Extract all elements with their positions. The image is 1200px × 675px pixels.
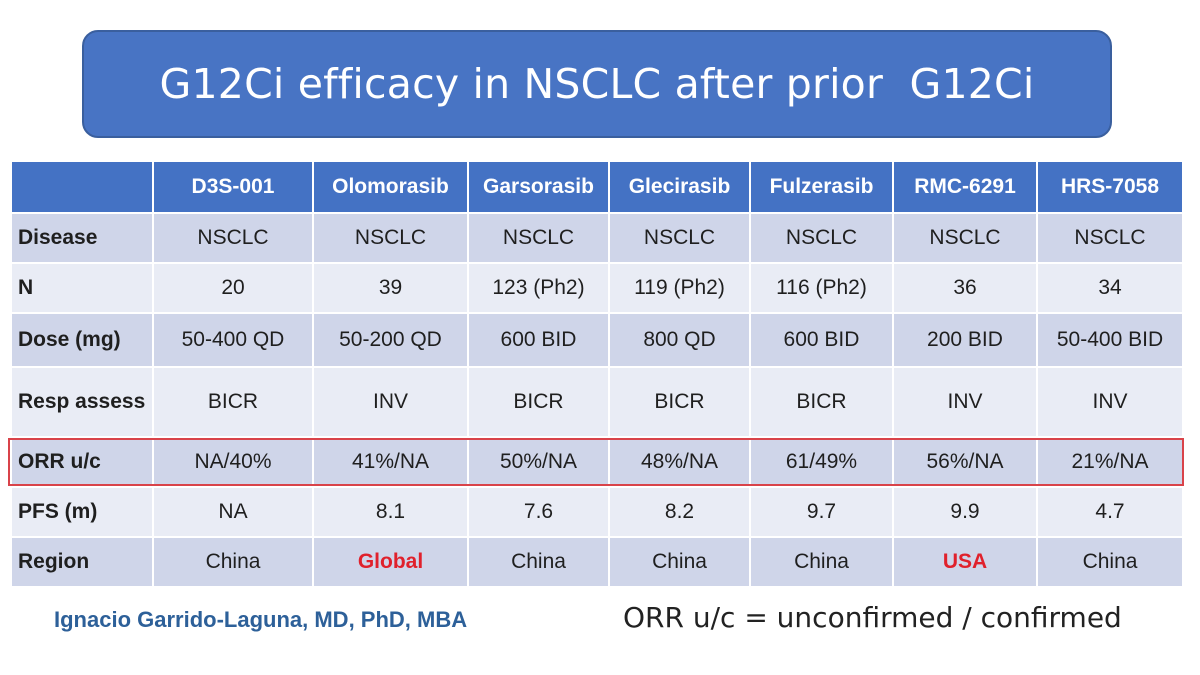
- title-banner: G12Ci efficacy in NSCLC after prior G12C…: [82, 30, 1112, 138]
- table-cell: NSCLC: [892, 212, 1038, 264]
- row-label: PFS (m): [10, 486, 154, 538]
- table-cell: 8.2: [608, 486, 751, 538]
- table-cell-emphasis: USA: [892, 536, 1038, 588]
- table-cell: BICR: [152, 366, 314, 438]
- table-cell: BICR: [467, 366, 610, 438]
- table-cell: 50-200 QD: [312, 312, 469, 368]
- row-label: Resp assess: [10, 366, 154, 438]
- table-cell: 21%/NA: [1036, 436, 1184, 488]
- efficacy-table: D3S-001 Olomorasib Garsorasib Glecirasib…: [10, 160, 1184, 588]
- table-cell: 20: [152, 262, 314, 314]
- table-cell: NSCLC: [467, 212, 610, 264]
- table-cell: 50%/NA: [467, 436, 610, 488]
- efficacy-table-container: D3S-001 Olomorasib Garsorasib Glecirasib…: [10, 160, 1184, 588]
- table-cell: 36: [892, 262, 1038, 314]
- row-label: Region: [10, 536, 154, 588]
- author-credit: Ignacio Garrido-Laguna, MD, PhD, MBA: [54, 607, 468, 632]
- slide-title: G12Ci efficacy in NSCLC after prior G12C…: [159, 60, 1035, 108]
- table-cell: INV: [892, 366, 1038, 438]
- table-cell-emphasis: Global: [312, 536, 469, 588]
- table-cell: 61/49%: [749, 436, 894, 488]
- column-header: D3S-001: [152, 160, 314, 214]
- table-cell: 8.1: [312, 486, 469, 538]
- table-cell: NSCLC: [1036, 212, 1184, 264]
- table-cell: 600 BID: [749, 312, 894, 368]
- table-cell: China: [1036, 536, 1184, 588]
- table-cell: 123 (Ph2): [467, 262, 610, 314]
- column-header: RMC-6291: [892, 160, 1038, 214]
- table-cell: INV: [312, 366, 469, 438]
- table-row-resp-assess: Resp assess BICR INV BICR BICR BICR INV …: [10, 366, 1184, 438]
- table-cell: NSCLC: [749, 212, 894, 264]
- table-cell: INV: [1036, 366, 1184, 438]
- table-cell: China: [749, 536, 894, 588]
- table-row-n: N 20 39 123 (Ph2) 119 (Ph2) 116 (Ph2) 36…: [10, 262, 1184, 314]
- column-header: Olomorasib: [312, 160, 469, 214]
- row-label: N: [10, 262, 154, 314]
- header-corner: [10, 160, 154, 214]
- table-cell: 600 BID: [467, 312, 610, 368]
- table-cell: 4.7: [1036, 486, 1184, 538]
- column-header: HRS-7058: [1036, 160, 1184, 214]
- row-label: Disease: [10, 212, 154, 264]
- row-label: ORR u/c: [10, 436, 154, 488]
- table-cell: 34: [1036, 262, 1184, 314]
- table-cell: 800 QD: [608, 312, 751, 368]
- table-cell: China: [152, 536, 314, 588]
- table-header-row: D3S-001 Olomorasib Garsorasib Glecirasib…: [10, 160, 1184, 214]
- table-cell: NSCLC: [152, 212, 314, 264]
- table-cell: 7.6: [467, 486, 610, 538]
- table-cell: China: [467, 536, 610, 588]
- table-cell: 116 (Ph2): [749, 262, 894, 314]
- table-cell: 200 BID: [892, 312, 1038, 368]
- table-cell: 48%/NA: [608, 436, 751, 488]
- table-cell: China: [608, 536, 751, 588]
- table-cell: 39: [312, 262, 469, 314]
- table-cell: BICR: [749, 366, 894, 438]
- table-cell: NSCLC: [312, 212, 469, 264]
- column-header: Garsorasib: [467, 160, 610, 214]
- row-label: Dose (mg): [10, 312, 154, 368]
- table-row-disease: Disease NSCLC NSCLC NSCLC NSCLC NSCLC NS…: [10, 212, 1184, 264]
- table-cell: 9.7: [749, 486, 894, 538]
- table-cell: 50-400 QD: [152, 312, 314, 368]
- table-cell: 119 (Ph2): [608, 262, 751, 314]
- column-header: Fulzerasib: [749, 160, 894, 214]
- table-row-orr: ORR u/c NA/40% 41%/NA 50%/NA 48%/NA 61/4…: [10, 436, 1184, 488]
- table-cell: BICR: [608, 366, 751, 438]
- table-cell: NA: [152, 486, 314, 538]
- table-cell: 41%/NA: [312, 436, 469, 488]
- table-row-dose: Dose (mg) 50-400 QD 50-200 QD 600 BID 80…: [10, 312, 1184, 368]
- table-cell: 9.9: [892, 486, 1038, 538]
- footnote: ORR u/c = unconfirmed / confirmed: [623, 601, 1122, 634]
- column-header: Glecirasib: [608, 160, 751, 214]
- table-row-pfs: PFS (m) NA 8.1 7.6 8.2 9.7 9.9 4.7: [10, 486, 1184, 538]
- table-row-region: Region China Global China China China US…: [10, 536, 1184, 588]
- table-cell: 50-400 BID: [1036, 312, 1184, 368]
- table-cell: 56%/NA: [892, 436, 1038, 488]
- table-cell: NSCLC: [608, 212, 751, 264]
- table-cell: NA/40%: [152, 436, 314, 488]
